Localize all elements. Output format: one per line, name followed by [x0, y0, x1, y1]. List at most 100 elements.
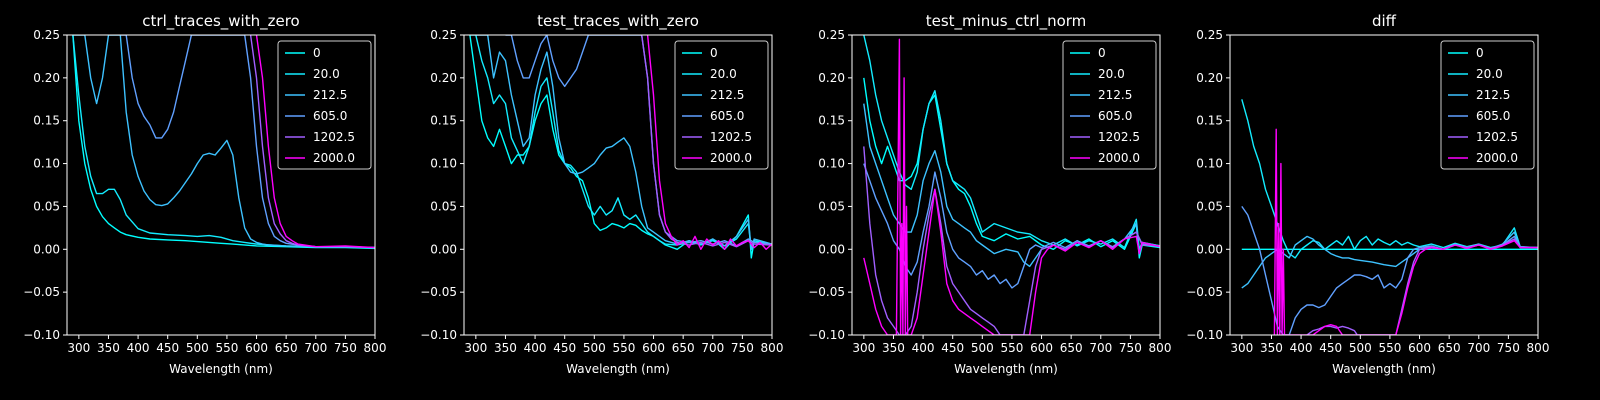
- x-tick-label: 450: [553, 341, 576, 355]
- legend-label: 605.0: [1476, 109, 1510, 123]
- x-tick-label: 350: [882, 341, 905, 355]
- legend: 0 20.0 212.5 605.0 1202.5 2000.0: [674, 40, 769, 170]
- x-tick-label: 550: [215, 341, 238, 355]
- y-tick-label: 0.00: [33, 242, 60, 256]
- x-tick-label: 800: [761, 341, 784, 355]
- series-line-605.0: [863, 163, 1160, 289]
- series-line-605.0: [120, 35, 375, 249]
- plot-frame: [1229, 34, 1539, 336]
- legend-label: 2000.0: [1476, 151, 1518, 165]
- y-tick-label: −0.10: [808, 328, 845, 342]
- x-tick-label: 800: [364, 341, 387, 355]
- chart-title: diff: [1372, 12, 1397, 30]
- series-group: [1241, 99, 1538, 335]
- x-tick-label: 750: [1497, 341, 1520, 355]
- legend: 0 20.0 212.5 605.0 1202.5 2000.0: [1440, 40, 1535, 170]
- y-tick-label: 0.20: [818, 71, 845, 85]
- legend-label: 212.5: [1476, 88, 1510, 102]
- y-tick-label: 0.00: [1196, 242, 1223, 256]
- y-tick-label: 0.20: [430, 71, 457, 85]
- x-tick-label: 400: [912, 341, 935, 355]
- x-tick-label: 450: [156, 341, 179, 355]
- y-tick-label: −0.05: [808, 285, 845, 299]
- legend-box: [674, 40, 769, 170]
- y-tick-label: 0.20: [1196, 71, 1223, 85]
- legend-label: 2000.0: [710, 151, 752, 165]
- x-tick-label: 650: [1438, 341, 1461, 355]
- y-tick-label: 0.10: [1196, 157, 1223, 171]
- x-tick-label: 800: [1527, 341, 1550, 355]
- x-tick-label: 750: [731, 341, 754, 355]
- y-tick-label: 0.15: [818, 114, 845, 128]
- x-tick-label: 350: [1260, 341, 1283, 355]
- x-tick-label: 650: [275, 341, 298, 355]
- series-line-0: [72, 35, 375, 250]
- legend-label: 0: [313, 46, 321, 60]
- y-tick-label: 0.10: [430, 157, 457, 171]
- legend-box: [277, 40, 372, 170]
- series-group: [469, 35, 772, 259]
- x-tick-label: 500: [1349, 341, 1372, 355]
- y-tick-label: 0.15: [33, 114, 60, 128]
- y-tick-label: −0.10: [23, 328, 60, 342]
- y-tick-label: 0.25: [818, 28, 845, 42]
- legend-label: 212.5: [313, 88, 347, 102]
- y-tick-label: −0.05: [23, 285, 60, 299]
- series-line-2000.0: [646, 35, 772, 251]
- y-tick-label: −0.05: [1186, 285, 1223, 299]
- y-tick-label: 0.25: [430, 28, 457, 42]
- x-tick-label: 300: [852, 341, 875, 355]
- x-axis-label: Wavelength (nm): [169, 362, 273, 376]
- series-line-212.5: [72, 35, 375, 249]
- x-tick-label: 650: [1060, 341, 1083, 355]
- legend-label: 605.0: [313, 109, 347, 123]
- y-tick-label: −0.10: [420, 328, 457, 342]
- x-tick-label: 450: [941, 341, 964, 355]
- y-tick-label: 0.10: [818, 157, 845, 171]
- x-tick-label: 550: [1000, 341, 1023, 355]
- y-tick-label: −0.05: [420, 285, 457, 299]
- panel-4: 300 350 400 450 500 550 600 650 700 750 800 −0.10 −0…: [1186, 12, 1549, 376]
- chart-title: test_traces_with_zero: [537, 12, 699, 31]
- x-tick-label: 600: [245, 341, 268, 355]
- y-tick-label: 0.20: [33, 71, 60, 85]
- panel-3: 300 350 400 450 500 550 600 650 700 750 800 −0.10 −0…: [808, 12, 1171, 376]
- x-tick-label: 500: [583, 341, 606, 355]
- y-tick-label: 0.25: [33, 28, 60, 42]
- legend-box: [1062, 40, 1157, 170]
- legend-label: 1202.5: [1476, 130, 1518, 144]
- legend-label: 20.0: [1476, 67, 1503, 81]
- series-line-2000.0: [255, 35, 375, 249]
- x-tick-label: 700: [1089, 341, 1112, 355]
- series-group: [863, 35, 1160, 335]
- x-tick-label: 700: [1467, 341, 1490, 355]
- legend-label: 1202.5: [1098, 130, 1140, 144]
- legend-label: 0: [710, 46, 718, 60]
- y-tick-label: 0.05: [430, 199, 457, 213]
- panel-1: 300 350 400 450 500 550 600 650 700 750 800 −0.10 −0…: [23, 12, 386, 376]
- series-line-212.5: [475, 35, 772, 251]
- legend-label: 0: [1098, 46, 1106, 60]
- series-line-2000.0: [863, 38, 1160, 335]
- x-tick-label: 300: [1230, 341, 1253, 355]
- legend-label: 20.0: [1098, 67, 1125, 81]
- x-tick-label: 550: [612, 341, 635, 355]
- legend-label: 20.0: [313, 67, 340, 81]
- y-tick-label: 0.00: [818, 242, 845, 256]
- panel-2: 300 350 400 450 500 550 600 650 700 750 800 −0.10 −0…: [420, 12, 783, 376]
- y-tick-label: 0.05: [1196, 199, 1223, 213]
- legend: 0 20.0 212.5 605.0 1202.5 2000.0: [1062, 40, 1157, 170]
- x-axis-label: Wavelength (nm): [566, 362, 670, 376]
- legend-label: 605.0: [710, 109, 744, 123]
- series-group: [72, 35, 375, 250]
- y-tick-label: 0.00: [430, 242, 457, 256]
- legend: 0 20.0 212.5 605.0 1202.5 2000.0: [277, 40, 372, 170]
- chart-title: ctrl_traces_with_zero: [142, 12, 299, 31]
- series-line-1202.5: [1306, 238, 1538, 335]
- x-tick-label: 500: [186, 341, 209, 355]
- x-tick-label: 400: [1290, 341, 1313, 355]
- y-tick-label: 0.05: [33, 199, 60, 213]
- x-tick-label: 600: [642, 341, 665, 355]
- x-tick-label: 500: [971, 341, 994, 355]
